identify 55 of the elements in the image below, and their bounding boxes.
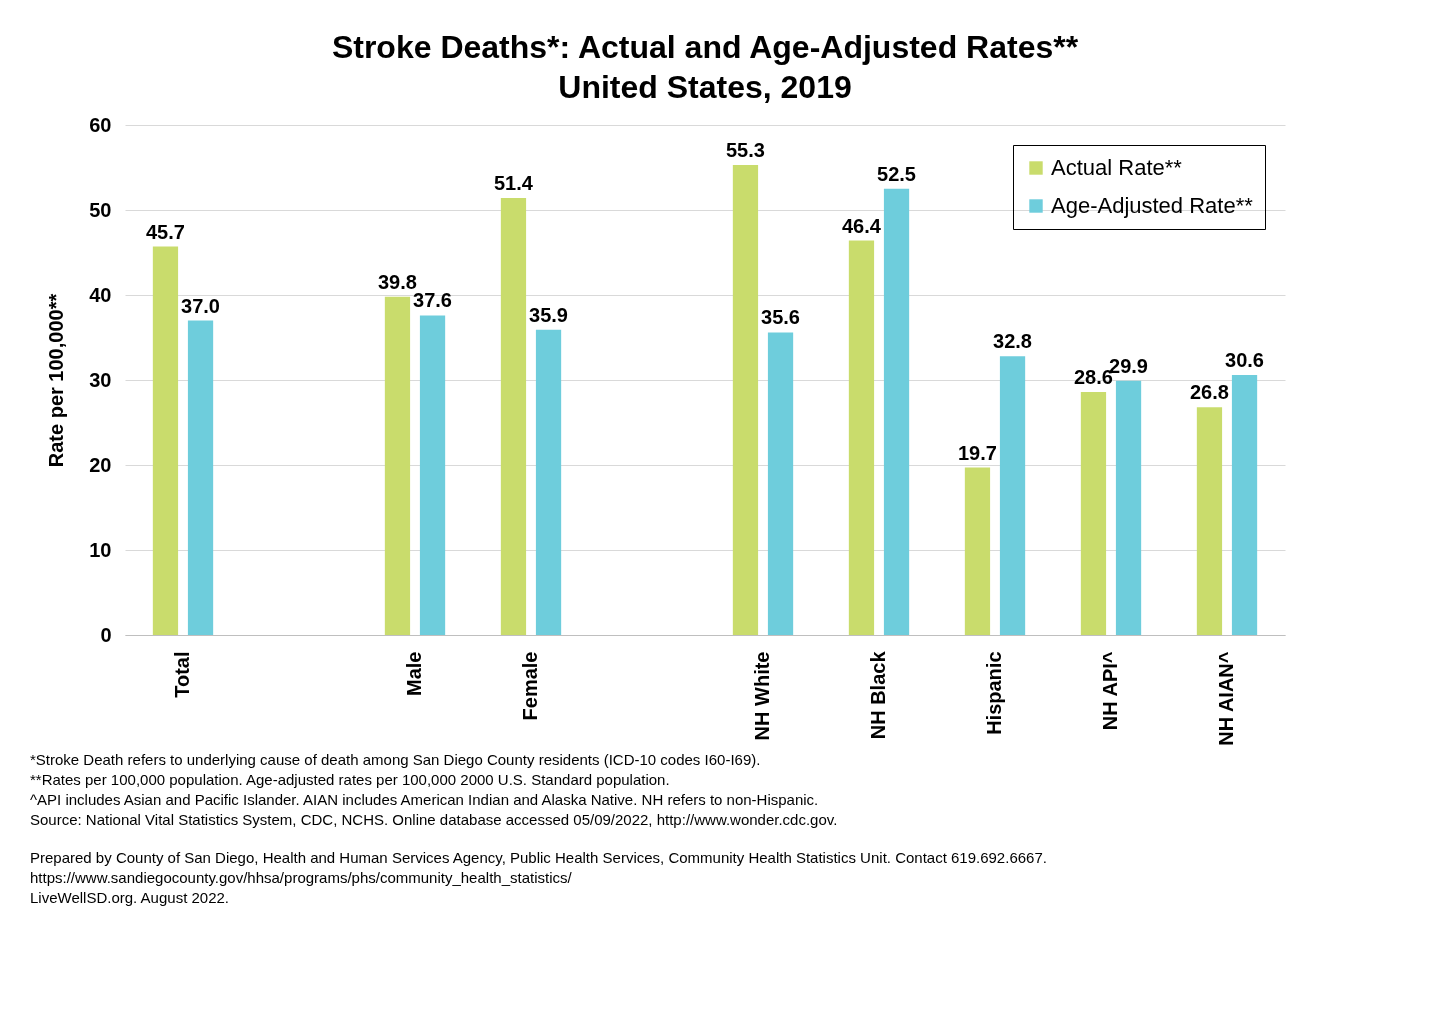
bar: [500, 198, 527, 635]
y-tick-label: 10: [89, 538, 112, 561]
x-tick-label: Hispanic: [983, 651, 1005, 735]
data-label: 55.3: [726, 138, 765, 161]
legend-label: Age-Adjusted Rate**: [1051, 193, 1254, 218]
x-tick-label: NH White: [751, 651, 773, 741]
bar: [419, 315, 446, 635]
x-tick-label: NH API^: [1099, 651, 1121, 731]
text: **Rates per 100,000 population. Age-adjusted rates per 100,000 2000 U.S. Standard population.: [30, 771, 670, 788]
bar: [999, 356, 1026, 635]
y-tick-label: 30: [89, 368, 112, 391]
bar: [1231, 374, 1258, 635]
legend-label: Actual Rate**: [1051, 155, 1183, 180]
bar: [1196, 407, 1223, 635]
bar: [384, 296, 411, 635]
bar: [767, 332, 794, 635]
bar: [732, 164, 759, 635]
bar: [964, 467, 991, 635]
data-label: 52.5: [877, 162, 916, 185]
bar: [1080, 391, 1107, 635]
text: ^API includes Asian and Pacific Islander. AIAN includes American Indian and Alaska Native. NH refers to non-Hispanic.: [30, 791, 819, 808]
text: *Stroke Death refers to underlying cause of death among San Diego County residents (ICD-10 codes I60-I69).: [30, 751, 761, 768]
text: LiveWellSD.org. August 2022.: [30, 889, 230, 906]
chart-subtitle: United States, 2019: [558, 69, 852, 105]
bar: [883, 188, 910, 635]
bar: [152, 246, 179, 635]
data-label: 35.6: [761, 306, 800, 329]
data-label: 35.9: [529, 303, 568, 326]
y-tick-label: 20: [89, 453, 112, 476]
data-label: 30.6: [1225, 348, 1264, 371]
y-tick-label: 40: [89, 283, 112, 306]
data-label: 46.4: [842, 214, 882, 237]
bar: [535, 329, 562, 635]
x-tick-label: Male: [403, 651, 425, 696]
data-label: 32.8: [993, 330, 1032, 353]
x-tick-label: NH AIAN^: [1215, 651, 1237, 746]
text: https://www.sandiegocounty.gov/hhsa/programs/phs/community_health_statistics/: [30, 869, 573, 886]
source-note: Source: National Vital Statistics System, CDC, NCHS. Online database accessed 05/09/2022, http://www.wonder.cdc.gov.: [30, 811, 838, 828]
y-tick-label: 50: [89, 198, 112, 221]
x-tick-label: Female: [519, 651, 541, 721]
y-axis-title: Rate per 100,000**: [45, 293, 68, 468]
y-tick-label: 0: [100, 623, 112, 646]
x-tick-label: NH Black: [867, 650, 889, 740]
bar: [1115, 380, 1142, 635]
data-label: 37.0: [181, 294, 220, 317]
data-label: 45.7: [146, 220, 185, 243]
x-tick-label: Total: [171, 651, 193, 698]
data-label: 19.7: [958, 441, 997, 464]
bar: [848, 240, 875, 635]
chart-title: Stroke Deaths*: Actual and Age-Adjusted Rates**: [331, 29, 1079, 65]
y-tick-label: 60: [89, 113, 112, 136]
text: Prepared by County of San Diego, Health and Human Services Agency, Public Health Services, Community Health Statistics Unit. Contact 619.692.6667.: [30, 849, 1047, 866]
data-label: 26.8: [1190, 381, 1229, 404]
bar: [187, 320, 214, 635]
data-label: 51.4: [494, 172, 534, 195]
